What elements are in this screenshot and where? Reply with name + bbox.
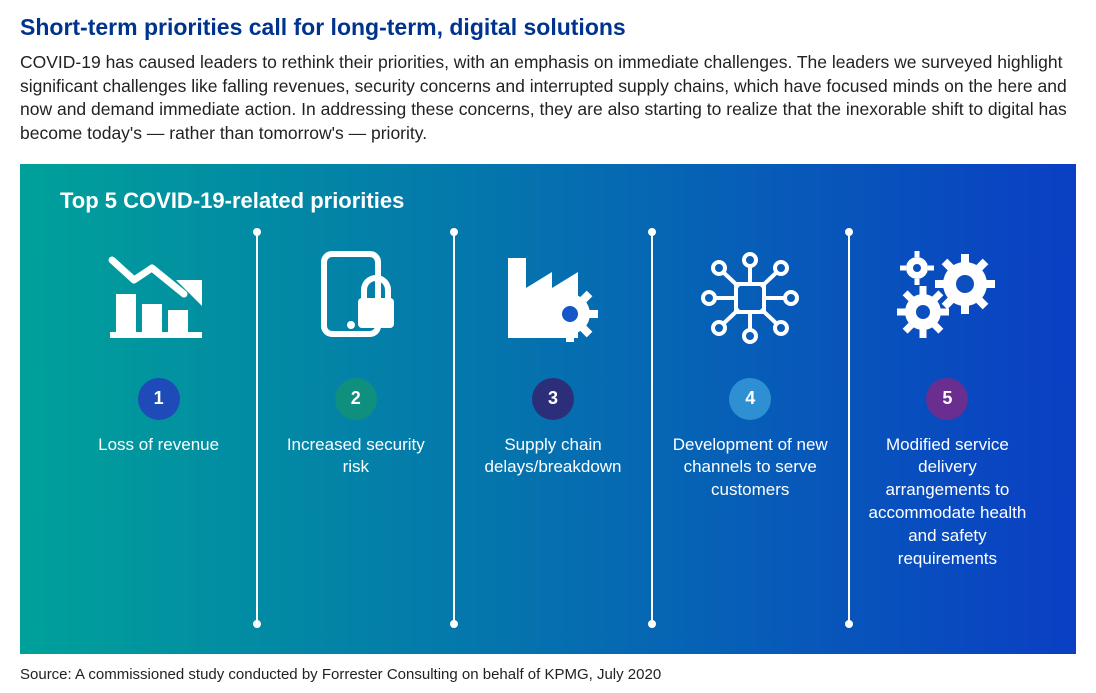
intro-paragraph: COVID-19 has caused leaders to rethink t…	[20, 51, 1076, 146]
page-heading: Short-term priorities call for long-term…	[20, 14, 1076, 41]
priority-label-4: Development of new channels to serve cus…	[664, 434, 837, 503]
chart-down-icon	[72, 238, 245, 358]
priorities-panel: Top 5 COVID-19-related priorities	[20, 164, 1076, 654]
priority-badge-4: 4	[729, 378, 771, 420]
priority-label-5: Modified service delivery arrangements t…	[861, 434, 1034, 572]
source-citation: Source: A commissioned study conducted b…	[0, 658, 1096, 693]
priority-label-1: Loss of revenue	[72, 434, 245, 457]
priority-badge-3: 3	[532, 378, 574, 420]
priority-badge-1: 1	[138, 378, 180, 420]
network-hub-icon	[664, 238, 837, 358]
priority-col-5: 5 Modified service delivery arrangements…	[849, 228, 1046, 572]
priority-badge-5: 5	[926, 378, 968, 420]
priority-col-4: 4 Development of new channels to serve c…	[652, 228, 849, 503]
priority-label-2: Increased security risk	[269, 434, 442, 480]
priority-col-2: 2 Increased security risk	[257, 228, 454, 480]
priority-col-3: 3 Supply chain delays/breakdown	[454, 228, 651, 480]
priority-badge-2: 2	[335, 378, 377, 420]
priority-col-1: 1 Loss of revenue	[60, 228, 257, 457]
factory-gear-icon	[466, 238, 639, 358]
priorities-row: 1 Loss of revenue	[60, 228, 1046, 638]
tablet-lock-icon	[269, 238, 442, 358]
gears-icon	[861, 238, 1034, 358]
priority-label-3: Supply chain delays/breakdown	[466, 434, 639, 480]
panel-title: Top 5 COVID-19-related priorities	[60, 188, 1046, 214]
